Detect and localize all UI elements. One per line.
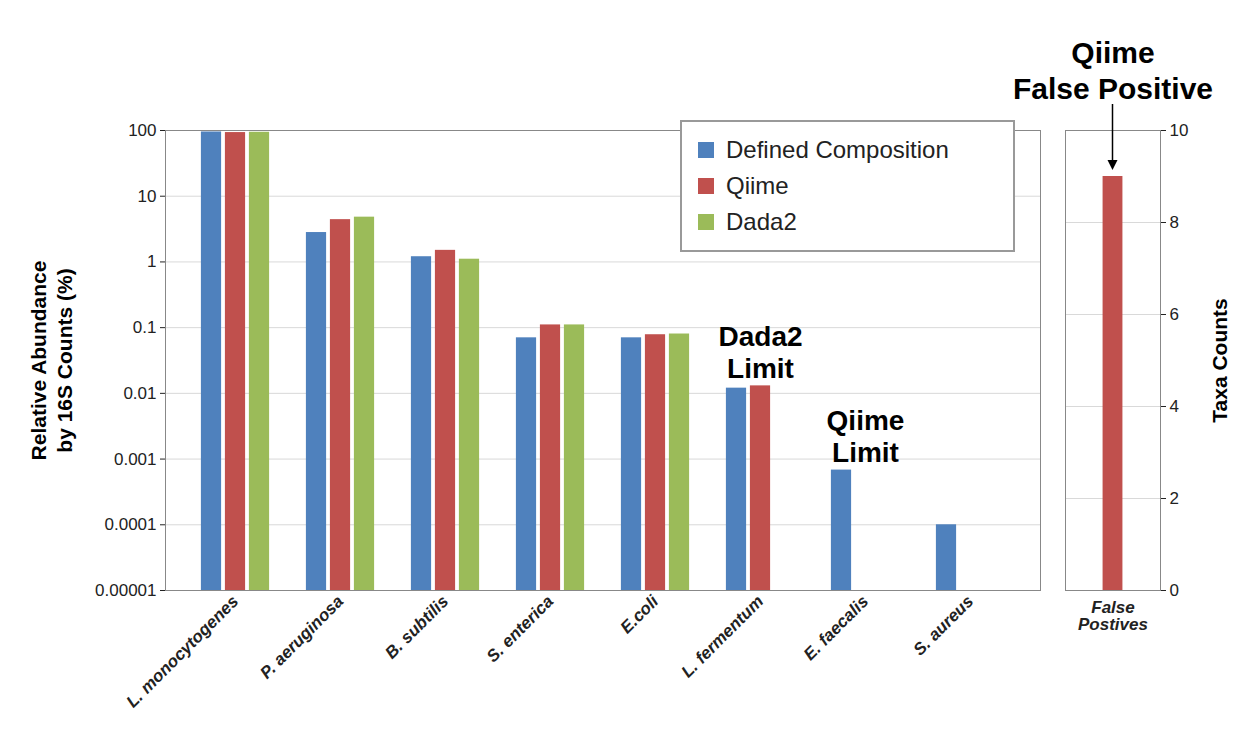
html-text:Defined Composition: Defined Composition bbox=[726, 136, 949, 163]
svg-text:Dada2Limit: Dada2Limit bbox=[718, 321, 802, 384]
svg-text:10: 10 bbox=[1170, 121, 1189, 140]
svg-text:Taxa Counts: Taxa Counts bbox=[1208, 298, 1231, 422]
svg-text:10: 10 bbox=[138, 187, 157, 206]
svg-text:E.coli: E.coli bbox=[617, 591, 663, 637]
svg-text:QiimeLimit: QiimeLimit bbox=[827, 405, 905, 468]
svg-text:QiimeFalse Positive: QiimeFalse Positive bbox=[1013, 36, 1213, 105]
svg-text:1: 1 bbox=[147, 252, 156, 271]
svg-text:0.1: 0.1 bbox=[133, 318, 157, 337]
svg-text:0.001: 0.001 bbox=[114, 450, 157, 469]
svg-text:2: 2 bbox=[1170, 489, 1179, 508]
svg-text:L. monocytogenes: L. monocytogenes bbox=[123, 592, 243, 712]
svg-text:Relative Abundanceby 16S Count: Relative Abundanceby 16S Counts (%) bbox=[27, 261, 76, 461]
svg-text:E. faecalis: E. faecalis bbox=[800, 592, 872, 664]
svg-text:6: 6 bbox=[1170, 305, 1179, 324]
svg-text:4: 4 bbox=[1170, 397, 1179, 416]
svg-text:B. subtilis: B. subtilis bbox=[381, 592, 452, 663]
svg-text:FalsePostives: FalsePostives bbox=[1078, 598, 1148, 634]
svg-text:S. aureus: S. aureus bbox=[910, 592, 978, 660]
svg-text:S. enterica: S. enterica bbox=[483, 592, 557, 666]
svg-text:100: 100 bbox=[128, 121, 156, 140]
svg-text:0.00001: 0.00001 bbox=[95, 581, 156, 600]
svg-text:0: 0 bbox=[1170, 581, 1179, 600]
svg-text:0.01: 0.01 bbox=[123, 384, 156, 403]
svg-text:8: 8 bbox=[1170, 213, 1179, 232]
svg-text:L. fermentum: L. fermentum bbox=[678, 592, 768, 682]
svg-text:P. aeruginosa: P. aeruginosa bbox=[256, 592, 347, 683]
html-text:Qiime: Qiime bbox=[726, 172, 789, 199]
svg-text:0.0001: 0.0001 bbox=[105, 515, 157, 534]
html-text:Dada2: Dada2 bbox=[726, 208, 797, 235]
